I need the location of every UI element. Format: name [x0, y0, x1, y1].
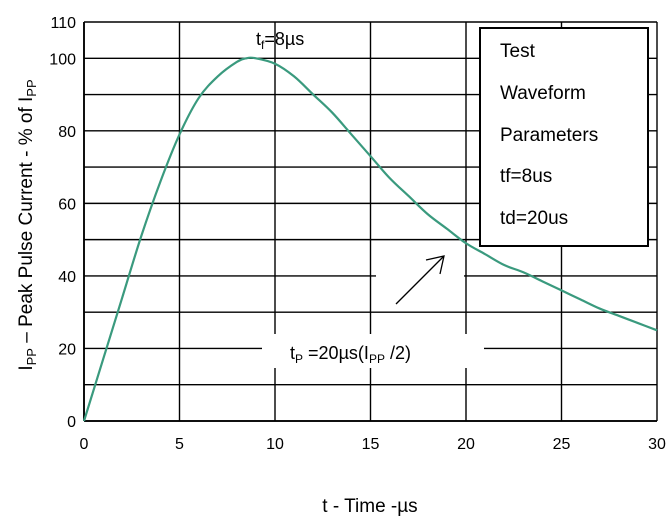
tf-annotation: tf=8µs — [256, 29, 304, 52]
tick-labels: 0 5 10 15 20 25 30 0 20 40 60 80 100 110 — [49, 15, 666, 453]
x-tick-label: 20 — [457, 436, 475, 453]
pulse-waveform-line — [82, 56, 658, 422]
parameters-box: Test Waveform Parameters tf=8us td=20us — [479, 27, 649, 247]
x-axis-title: t - Time -µs — [322, 496, 417, 517]
arrow-icon — [395, 255, 445, 305]
box-line-waveform: Waveform — [500, 83, 586, 104]
y-tick-label: 20 — [58, 341, 76, 358]
y-tick-label: 100 — [49, 51, 76, 68]
y-tick-label: 80 — [58, 124, 76, 141]
x-tick-label: 15 — [362, 436, 380, 453]
box-line-td: td=20us — [500, 208, 568, 229]
series-layer — [82, 56, 658, 422]
box-line-tf: tf=8us — [500, 166, 552, 187]
x-tick-label: 25 — [553, 436, 571, 453]
y-axis-title: IPP – Peak Pulse Current - % of IPP — [16, 79, 39, 370]
x-tick-label: 10 — [266, 436, 284, 453]
x-tick-label: 0 — [80, 436, 89, 453]
y-tick-label: 0 — [67, 414, 76, 431]
tp-annotation: tP =20µs(IPP /2) — [290, 343, 411, 366]
x-tick-label: 30 — [648, 436, 666, 453]
box-line-parameters: Parameters — [500, 125, 598, 146]
tp-annotation-background — [262, 334, 484, 368]
y-tick-label: 40 — [58, 269, 76, 286]
box-line-test: Test — [500, 41, 536, 62]
x-tick-label: 5 — [175, 436, 184, 453]
y-tick-label: 110 — [50, 15, 76, 32]
y-tick-label: 60 — [58, 196, 76, 213]
